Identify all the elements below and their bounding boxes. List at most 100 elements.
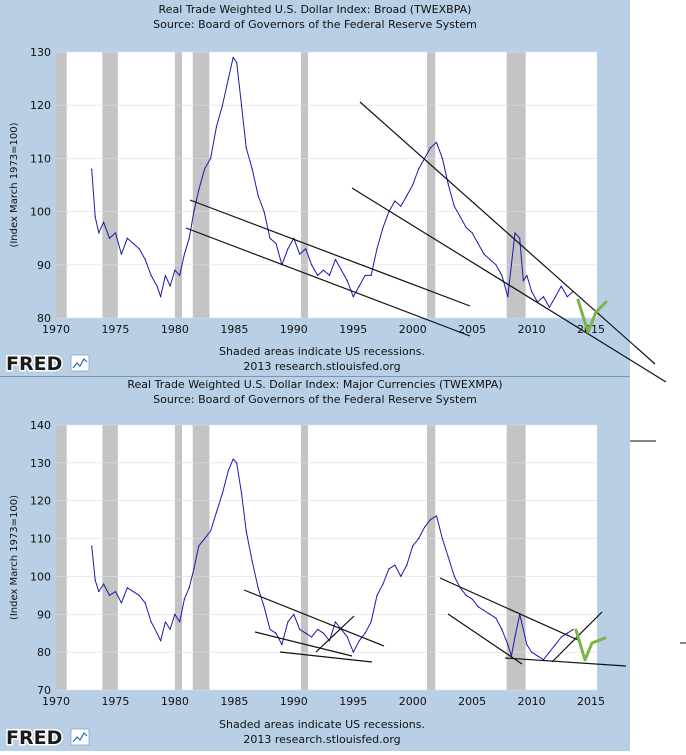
x-tick-label: 1995 [339, 323, 367, 336]
data-point [198, 545, 200, 547]
data-point [156, 632, 158, 634]
data-point [322, 269, 325, 271]
data-point [215, 125, 218, 128]
x-tick-label: 1975 [101, 695, 129, 708]
fred-logo: FRED FRED [5, 726, 90, 751]
data-point [281, 643, 283, 646]
data-point [364, 632, 366, 634]
data-point [441, 157, 444, 159]
data-point [531, 290, 533, 292]
data-point [510, 655, 512, 657]
data-point [311, 264, 313, 266]
data-point [400, 575, 402, 578]
recession-footnote: Shaded areas indicate US recessions. [219, 345, 425, 358]
data-point [102, 221, 105, 223]
data-point [566, 296, 568, 298]
data-point [160, 640, 162, 642]
data-point [400, 205, 402, 207]
data-point [501, 274, 503, 277]
data-point [453, 575, 455, 578]
data-point [322, 632, 325, 634]
data-point [542, 296, 545, 298]
y-tick-label: 70 [37, 684, 51, 697]
y-tick-label: 110 [30, 152, 51, 165]
data-point [138, 248, 140, 250]
data-point [382, 226, 384, 229]
data-point [120, 253, 122, 255]
data-point [183, 253, 186, 255]
data-point [269, 237, 271, 239]
data-point [257, 587, 259, 589]
data-point [542, 659, 545, 661]
data-point [358, 640, 360, 642]
x-tick-label: 1975 [101, 323, 129, 336]
data-point [526, 643, 528, 646]
data-point [554, 296, 556, 298]
data-point [514, 232, 516, 234]
data-point [98, 232, 100, 234]
data-point [514, 636, 516, 638]
data-point [221, 492, 224, 494]
x-tick-label: 2015 [577, 695, 605, 708]
data-point [299, 253, 301, 255]
recession-band [102, 425, 118, 690]
data-point [560, 285, 562, 287]
data-point [221, 104, 224, 106]
data-point [132, 590, 134, 593]
x-tick-label: 1985 [220, 695, 248, 708]
data-point [156, 285, 158, 287]
data-point [328, 274, 331, 277]
data-point [370, 274, 372, 277]
fred-logo-outline: FRED [6, 727, 62, 749]
fred-logo: FRED FRED [5, 352, 90, 377]
y-tick-label: 110 [30, 533, 51, 546]
data-point [164, 274, 166, 277]
data-point [346, 280, 348, 282]
data-point [227, 78, 230, 80]
data-point [275, 632, 277, 634]
data-point [305, 632, 307, 634]
x-tick-label: 1985 [220, 323, 248, 336]
recession-band [174, 52, 183, 318]
data-point [245, 147, 247, 149]
data-point [108, 237, 111, 239]
x-tick-label: 1990 [280, 323, 308, 336]
data-point [183, 598, 186, 600]
data-point [435, 515, 438, 517]
data-point [138, 594, 140, 596]
x-tick-label: 2010 [518, 695, 546, 708]
recession-band [192, 425, 210, 690]
data-point [169, 285, 171, 287]
data-point [91, 168, 93, 170]
recession-band [174, 425, 183, 690]
data-point [526, 274, 528, 277]
source-credit: 2013 research.stlouisfed.org [243, 733, 400, 746]
recession-band [102, 52, 118, 318]
data-point [257, 195, 259, 197]
data-point [572, 628, 574, 631]
recession-band [300, 425, 309, 690]
data-point [251, 168, 253, 170]
recession-band [192, 52, 210, 318]
data-point [269, 628, 271, 631]
data-point [489, 613, 491, 615]
data-point [179, 621, 181, 623]
data-point [150, 274, 152, 277]
data-point [510, 264, 512, 266]
data-point [305, 248, 307, 250]
x-tick-label: 2000 [399, 695, 427, 708]
x-tick-label: 2005 [458, 695, 486, 708]
data-point [447, 556, 449, 559]
data-point [94, 579, 96, 581]
data-point [441, 537, 444, 540]
chart-title: Real Trade Weighted U.S. Dollar Index: M… [127, 378, 502, 391]
data-point [108, 594, 111, 596]
x-tick-label: 1970 [42, 695, 70, 708]
recession-band [56, 52, 67, 318]
data-point [245, 530, 247, 532]
data-point [334, 621, 337, 623]
data-point [144, 258, 146, 261]
data-point [465, 594, 467, 596]
data-point [364, 274, 366, 277]
recession-band [300, 52, 309, 318]
